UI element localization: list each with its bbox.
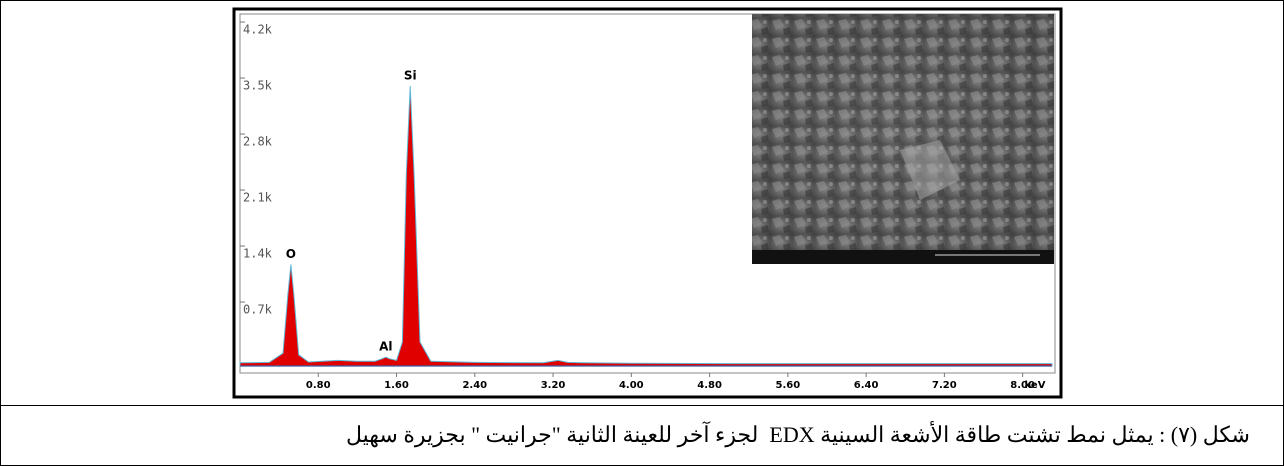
peak-label: Al bbox=[379, 340, 392, 354]
y-tick-label: 3.5k bbox=[243, 79, 273, 93]
x-tick-label: 2.40 bbox=[462, 380, 487, 391]
peak-label: O bbox=[286, 247, 296, 261]
x-tick-label: 4.80 bbox=[697, 380, 722, 391]
y-tick-label: 4.2k bbox=[243, 23, 273, 37]
x-tick-label: 1.60 bbox=[384, 380, 409, 391]
x-axis-label: keV bbox=[1025, 380, 1046, 391]
caption: شكل (٧) : يمثل نمط تشتت طاقة الأشعة السي… bbox=[0, 406, 1282, 464]
x-tick-label: 7.20 bbox=[932, 380, 957, 391]
x-tick-label: 5.60 bbox=[776, 380, 801, 391]
sem-image bbox=[752, 14, 1054, 264]
y-tick-label: 2.1k bbox=[243, 191, 273, 205]
y-tick-label: 0.7k bbox=[243, 303, 273, 317]
y-tick-label: 1.4k bbox=[243, 247, 273, 261]
x-tick-label: 0.80 bbox=[306, 380, 331, 391]
page: 0.7k 1.4k 2.1k 2.8k 3.5k 4.2k O Al Si 0.80 1.60 2.… bbox=[0, 0, 1284, 466]
y-tick-label: 2.8k bbox=[243, 135, 273, 149]
figure: 0.7k 1.4k 2.1k 2.8k 3.5k 4.2k O Al Si 0.80 1.60 2.… bbox=[0, 0, 1284, 466]
peak-label: Si bbox=[404, 69, 417, 83]
x-tick-label: 4.00 bbox=[619, 380, 644, 391]
x-tick-label: 3.20 bbox=[541, 380, 566, 391]
x-tick-label: 6.40 bbox=[854, 380, 879, 391]
